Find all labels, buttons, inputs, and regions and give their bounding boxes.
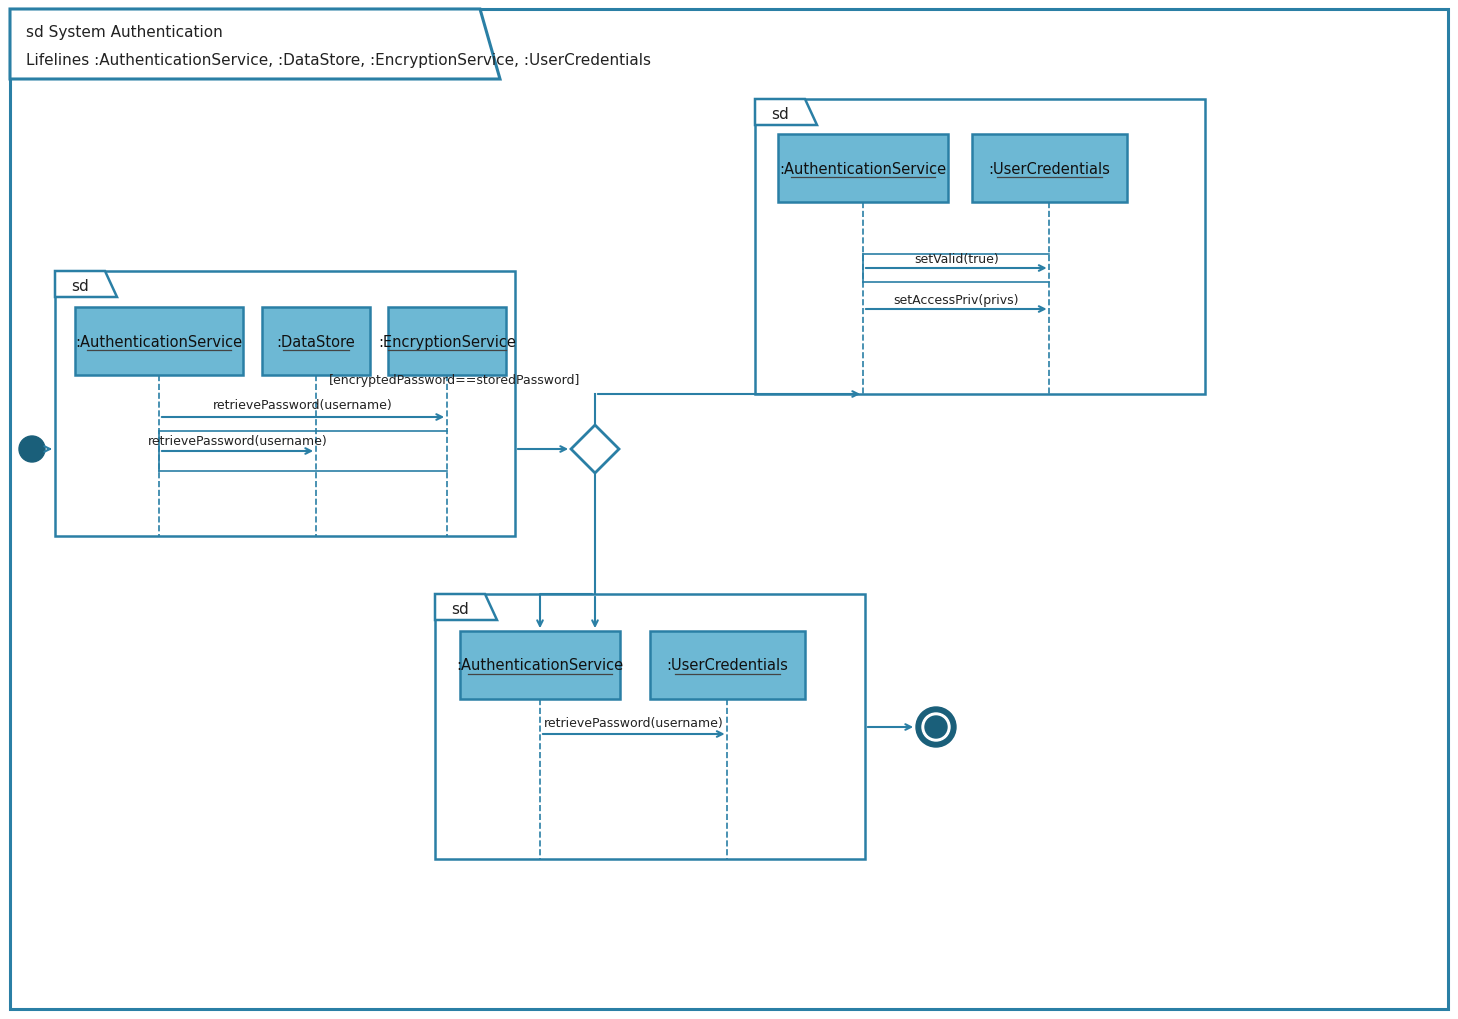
Text: :UserCredentials: :UserCredentials: [666, 658, 789, 673]
Text: sd: sd: [451, 601, 469, 615]
Polygon shape: [434, 594, 497, 621]
Text: :UserCredentials: :UserCredentials: [989, 161, 1111, 176]
Bar: [55, 272, 515, 536]
Bar: [972, 135, 1127, 203]
Polygon shape: [755, 100, 816, 126]
Text: :DataStore: :DataStore: [277, 334, 356, 350]
Text: sd: sd: [71, 278, 89, 293]
Text: :AuthenticationService: :AuthenticationService: [76, 334, 242, 350]
Bar: [650, 632, 805, 699]
Text: Lifelines :AuthenticationService, :DataStore, :EncryptionService, :UserCredentia: Lifelines :AuthenticationService, :DataS…: [26, 52, 652, 67]
Text: :EncryptionService: :EncryptionService: [378, 334, 516, 350]
Polygon shape: [10, 10, 500, 79]
Polygon shape: [572, 426, 620, 474]
Bar: [779, 135, 948, 203]
Text: :AuthenticationService: :AuthenticationService: [456, 658, 624, 673]
Bar: [74, 308, 243, 376]
Text: sd System Authentication: sd System Authentication: [26, 24, 223, 40]
Text: setAccessPriv(privs): setAccessPriv(privs): [894, 293, 1019, 306]
Text: retrievePassword(username): retrievePassword(username): [544, 715, 723, 729]
Circle shape: [916, 707, 956, 747]
Bar: [388, 308, 506, 376]
Text: retrievePassword(username): retrievePassword(username): [147, 435, 328, 448]
Text: :AuthenticationService: :AuthenticationService: [780, 161, 946, 176]
Text: setValid(true): setValid(true): [914, 253, 999, 265]
Bar: [755, 100, 1204, 394]
Polygon shape: [55, 272, 117, 298]
Bar: [434, 594, 865, 859]
Circle shape: [19, 436, 45, 463]
Text: [encryptedPassword==storedPassword]: [encryptedPassword==storedPassword]: [328, 374, 580, 386]
Bar: [262, 308, 370, 376]
Text: retrievePassword(username): retrievePassword(username): [213, 399, 392, 412]
Circle shape: [921, 713, 951, 741]
Circle shape: [924, 716, 948, 739]
Bar: [461, 632, 620, 699]
Text: sd: sd: [771, 106, 789, 121]
